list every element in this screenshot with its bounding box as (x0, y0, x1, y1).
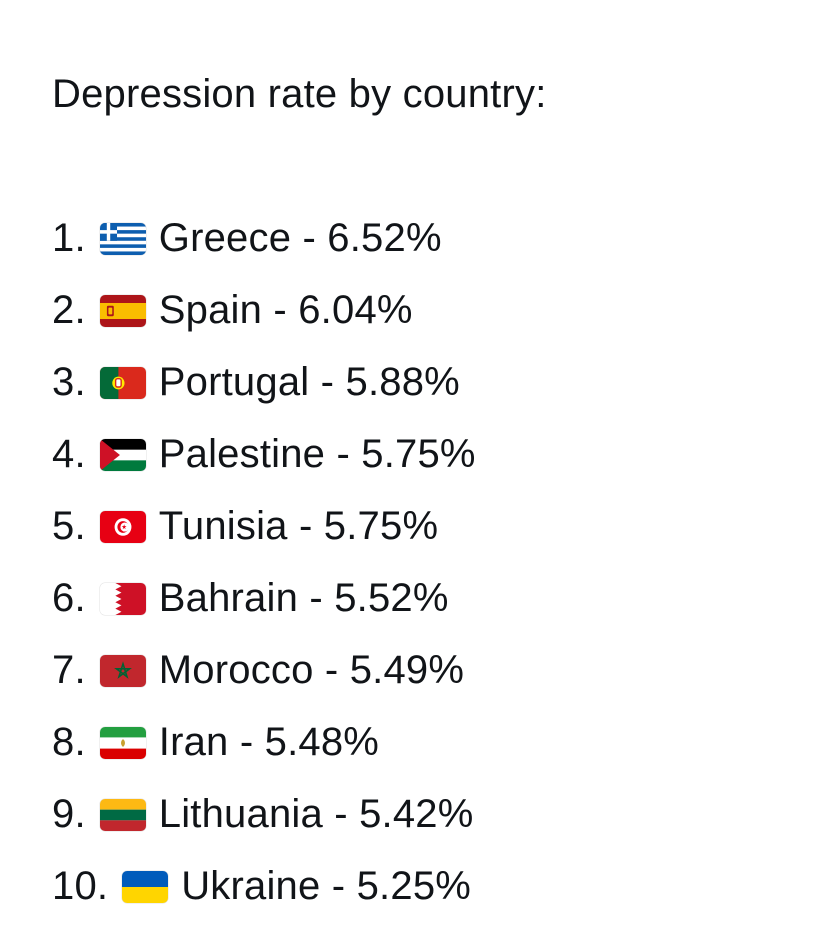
rate-value: 5.42% (359, 792, 474, 836)
country-row: 5. Tunisia - 5.75% (52, 490, 796, 562)
rate-value: 5.75% (361, 432, 476, 476)
rank-label: 5. (52, 504, 86, 548)
separator: - (320, 864, 357, 908)
country-name: Ukraine (181, 864, 321, 908)
country-name: Tunisia (158, 504, 288, 548)
separator: - (287, 504, 324, 548)
country-name: Greece (158, 216, 292, 260)
country-row: 7. Morocco - 5.49% (52, 634, 796, 706)
palestine-flag-icon (99, 439, 146, 471)
country-name: Lithuania (158, 792, 323, 836)
rate-value: 6.04% (298, 288, 413, 332)
rate-value: 6.52% (327, 216, 442, 260)
rate-value: 5.52% (334, 576, 449, 620)
rank-label: 10. (52, 864, 109, 908)
rate-value: 5.75% (323, 504, 439, 548)
country-row: 8. Iran - 5.48% (52, 706, 796, 778)
page-title: Depression rate by country: (52, 72, 547, 116)
spain-flag-icon (99, 295, 146, 327)
rank-label: 2. (52, 288, 86, 332)
rate-value: 5.49% (349, 648, 465, 692)
country-row: 4. Palestine - 5.75% (52, 418, 796, 490)
rank-label: 9. (52, 792, 86, 836)
rank-label: 8. (52, 720, 86, 764)
separator: - (228, 720, 265, 764)
iran-flag-icon (99, 727, 146, 759)
country-row: 1. Greece - 6.52% (52, 202, 796, 274)
country-row: 9. Lithuania - 5.42% (52, 778, 796, 850)
country-row: 6. Bahrain - 5.52% (52, 562, 796, 634)
rank-label: 7. (52, 648, 86, 692)
country-name: Iran (158, 720, 229, 764)
lithuania-flag-icon (99, 799, 146, 831)
rank-label: 3. (52, 360, 86, 404)
country-name: Spain (158, 288, 263, 332)
country-row: 2. Spain - 6.04% (52, 274, 796, 346)
separator: - (309, 360, 346, 404)
rank-label: 1. (52, 216, 86, 260)
country-ranking-list: 1. Greece - 6.52% 2. Spain - 6.04% 3. Portu… (52, 202, 796, 922)
country-name: Palestine (158, 432, 326, 476)
country-name: Bahrain (158, 576, 299, 620)
rate-value: 5.25% (356, 864, 472, 908)
country-row: 10. Ukraine - 5.25% (52, 850, 796, 922)
portugal-flag-icon (99, 367, 146, 399)
separator: - (298, 576, 335, 620)
rate-value: 5.48% (264, 720, 380, 764)
separator: - (291, 216, 328, 260)
rank-label: 6. (52, 576, 86, 620)
greece-flag-icon (99, 223, 146, 255)
country-row: 3. Portugal - 5.88% (52, 346, 796, 418)
separator: - (325, 432, 362, 476)
ukraine-flag-icon (122, 871, 169, 903)
rate-value: 5.88% (345, 360, 460, 404)
bahrain-flag-icon (99, 583, 146, 615)
country-name: Morocco (158, 648, 314, 692)
rank-label: 4. (52, 432, 86, 476)
morocco-flag-icon (99, 655, 146, 687)
separator: - (262, 288, 299, 332)
separator: - (313, 648, 350, 692)
tunisia-flag-icon (99, 511, 146, 543)
country-name: Portugal (158, 360, 310, 404)
separator: - (322, 792, 360, 836)
